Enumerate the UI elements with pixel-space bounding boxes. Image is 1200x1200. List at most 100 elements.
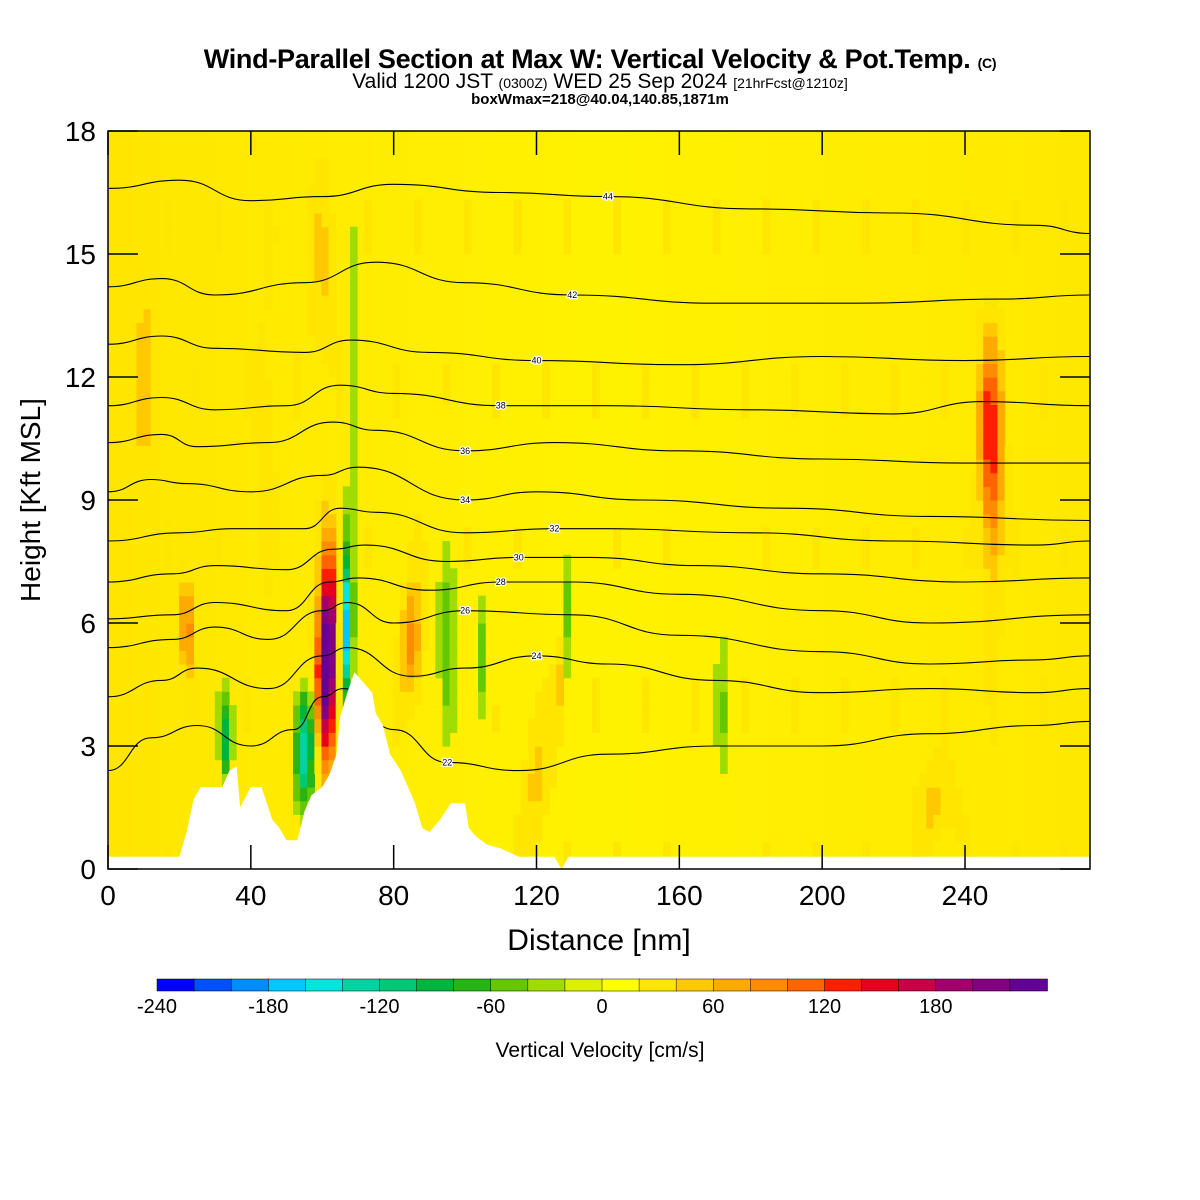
velocity-cell (115, 541, 123, 556)
velocity-cell (164, 226, 173, 241)
velocity-cell (300, 718, 308, 733)
velocity-cell (890, 691, 899, 706)
velocity-cell (919, 787, 927, 802)
velocity-cell (741, 691, 750, 706)
velocity-cell (719, 691, 728, 706)
velocity-cell (342, 486, 351, 501)
velocity-cell (449, 582, 458, 597)
velocity-cell (264, 486, 273, 501)
velocity-cell (862, 213, 871, 228)
velocity-cell (136, 404, 145, 419)
velocity-cell (314, 541, 323, 556)
velocity-cell (442, 595, 451, 610)
velocity-cell (321, 349, 330, 364)
velocity-cell (349, 623, 358, 638)
velocity-cell (300, 800, 308, 815)
velocity-cell (364, 199, 372, 214)
velocity-cell (349, 527, 358, 542)
velocity-cell (542, 800, 550, 815)
velocity-cell (342, 650, 351, 665)
velocity-cell (321, 595, 330, 610)
velocity-cell (307, 623, 315, 638)
velocity-cell (307, 759, 315, 774)
velocity-cell (990, 486, 999, 501)
velocity-cell (712, 213, 721, 228)
velocity-cell (129, 281, 138, 296)
velocity-cell (947, 759, 956, 774)
velocity-cell (997, 472, 1006, 487)
velocity-cell (314, 500, 323, 515)
velocity-cell (983, 459, 991, 474)
velocity-cell (591, 705, 600, 720)
velocity-cell (812, 240, 821, 255)
velocity-cell (940, 377, 949, 392)
colorbar: -240 -180 -120 -60 0 60 120 180 (137, 978, 1048, 1018)
velocity-cell (556, 732, 565, 747)
velocity-cell (186, 691, 194, 706)
velocity-cell (307, 732, 315, 747)
velocity-cell (328, 281, 337, 296)
velocity-cell (406, 568, 415, 583)
velocity-cell (264, 541, 273, 556)
velocity-cell (335, 636, 344, 651)
velocity-cell (264, 568, 273, 583)
velocity-cell (1011, 199, 1020, 214)
theta-contour-label: 24 (531, 651, 541, 661)
velocity-cell (300, 787, 308, 802)
velocity-cell (1011, 568, 1020, 583)
velocity-cell (115, 527, 123, 542)
velocity-cell (791, 705, 799, 720)
velocity-cell (421, 595, 429, 610)
velocity-cell (990, 609, 999, 624)
velocity-cell (413, 541, 422, 556)
velocity-cell (349, 240, 358, 255)
colorbar-swatch (305, 978, 344, 992)
velocity-cell (542, 377, 550, 392)
velocity-cell (563, 636, 572, 651)
velocity-cell (1011, 541, 1020, 556)
velocity-cell (335, 377, 344, 392)
velocity-cell (719, 650, 728, 665)
velocity-cell (328, 336, 337, 351)
velocity-cell (143, 445, 152, 460)
velocity-cell (129, 363, 138, 378)
velocity-cell (890, 718, 899, 733)
velocity-cell (542, 691, 550, 706)
velocity-cell (314, 650, 323, 665)
velocity-cell (406, 609, 415, 624)
velocity-cell (969, 472, 977, 487)
velocity-cell (563, 582, 572, 597)
velocity-cell (520, 828, 529, 843)
velocity-cell (563, 568, 572, 583)
velocity-cell (912, 541, 920, 556)
theta-contour-line (108, 179, 1090, 235)
velocity-cell (940, 390, 949, 405)
velocity-cell (143, 404, 152, 419)
terrain-profile (108, 672, 1090, 869)
velocity-cell (591, 363, 600, 378)
colorbar-swatch (268, 978, 307, 992)
velocity-cell (307, 746, 315, 761)
theta-contour-label: 32 (549, 524, 559, 534)
velocity-cell (1061, 527, 1070, 542)
velocity-cell (983, 609, 991, 624)
theta-contour-line (108, 384, 1090, 415)
velocity-cell (136, 267, 145, 282)
velocity-cell (243, 349, 251, 364)
velocity-cell (926, 787, 935, 802)
velocity-cell (463, 240, 472, 255)
velocity-cell (335, 336, 344, 351)
velocity-cell (527, 814, 536, 829)
velocity-cell (997, 431, 1006, 446)
velocity-cell (221, 677, 230, 692)
velocity-cell (321, 636, 330, 651)
velocity-cell (129, 322, 138, 337)
y-tick-label: 9 (80, 485, 96, 516)
velocity-cell (961, 841, 970, 856)
velocity-cell (413, 527, 422, 542)
velocity-cell (300, 705, 308, 720)
velocity-cell (392, 718, 401, 733)
velocity-cell (314, 609, 323, 624)
velocity-cell (314, 732, 323, 747)
velocity-cell (449, 623, 458, 638)
